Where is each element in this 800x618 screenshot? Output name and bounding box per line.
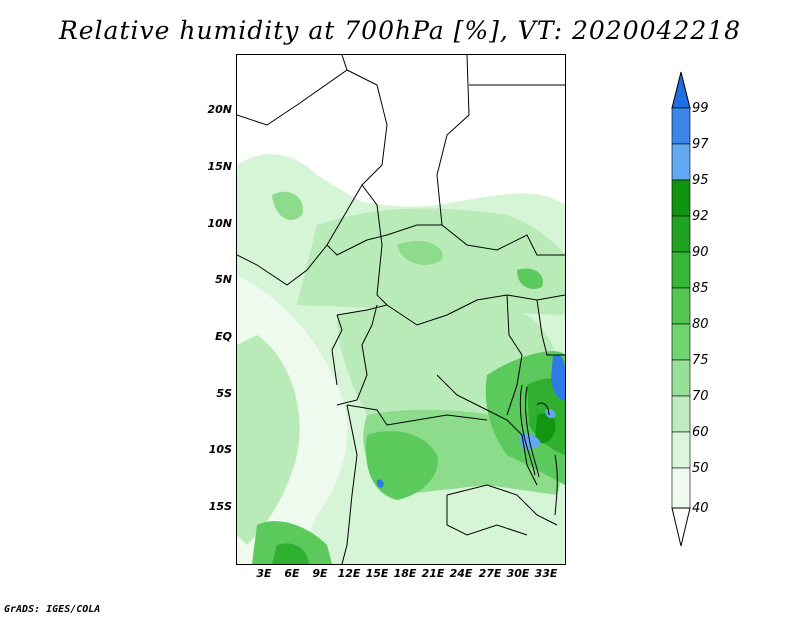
- map-title: Relative humidity at 700hPa [%], VT: 202…: [58, 16, 742, 45]
- x-tick-label: 9E: [312, 567, 328, 580]
- saturated-patch-3: [376, 479, 384, 488]
- colorbar-segment: [671, 107, 691, 145]
- humid-region-southwest-core: [272, 543, 309, 564]
- x-tick-label: 18E: [393, 567, 417, 580]
- colorbar-label: 92: [692, 209, 709, 224]
- colorbar-segment: [671, 323, 691, 361]
- humidity-map: [237, 55, 565, 564]
- x-tick-label: 24E: [449, 567, 473, 580]
- x-tick-label: 33E: [534, 567, 558, 580]
- colorbar-segment: [671, 143, 691, 181]
- colorbar: [671, 71, 691, 547]
- colorbar-label: 50: [692, 461, 709, 476]
- colorbar-label: 60: [692, 425, 709, 440]
- colorbar-label: 90: [692, 245, 709, 260]
- colorbar-label: 95: [692, 173, 709, 188]
- x-tick-label: 12E: [337, 567, 361, 580]
- x-tick-label: 15E: [365, 567, 389, 580]
- y-tick-label: 10S: [208, 443, 232, 456]
- y-tick-label: 10N: [207, 217, 232, 230]
- colorbar-segment: [671, 251, 691, 289]
- colorbar-top-arrow: [671, 71, 691, 109]
- colorbar-segment: [671, 179, 691, 217]
- x-tick-label: 30E: [506, 567, 530, 580]
- humid-region-lake-tanganyika: [535, 413, 556, 444]
- humid-region-southwest: [252, 521, 332, 564]
- y-tick-label: 5N: [215, 273, 232, 286]
- colorbar-segment: [671, 395, 691, 433]
- x-tick-label: 6E: [284, 567, 300, 580]
- saturated-patch-4: [545, 408, 556, 419]
- humid-blob-north-2: [397, 240, 443, 265]
- colorbar-label: 40: [692, 501, 709, 516]
- map-panel: [236, 54, 566, 565]
- colorbar-segment: [671, 287, 691, 325]
- humid-region-angola: [366, 431, 438, 500]
- y-tick-label: EQ: [215, 330, 232, 343]
- country-borders: [237, 55, 565, 564]
- colorbar-segment: [671, 467, 691, 509]
- x-tick-label: 27E: [478, 567, 502, 580]
- y-tick-label: 20N: [207, 103, 232, 116]
- saturated-patch-1: [551, 354, 565, 401]
- colorbar-label: 80: [692, 317, 709, 332]
- humid-blob-north-3: [517, 268, 543, 290]
- colorbar-label: 70: [692, 389, 709, 404]
- colorbar-segment: [671, 359, 691, 397]
- colorbar-label: 75: [692, 353, 709, 368]
- credit-text: GrADS: IGES/COLA: [4, 604, 101, 615]
- colorbar-label: 85: [692, 281, 709, 296]
- humid-blob-north-1: [272, 191, 303, 220]
- lake-outlines: [519, 384, 558, 516]
- colorbar-bottom-arrow: [671, 507, 691, 547]
- colorbar-segment: [671, 431, 691, 469]
- colorbar-label: 99: [692, 101, 709, 116]
- humid-patch-west: [237, 335, 300, 545]
- x-tick-label: 21E: [421, 567, 445, 580]
- colorbar-segment: [671, 215, 691, 253]
- colorbar-label: 97: [692, 137, 709, 152]
- y-tick-label: 15S: [208, 500, 232, 513]
- y-tick-label: 15N: [207, 160, 232, 173]
- y-tick-label: 5S: [216, 387, 232, 400]
- x-tick-label: 3E: [256, 567, 272, 580]
